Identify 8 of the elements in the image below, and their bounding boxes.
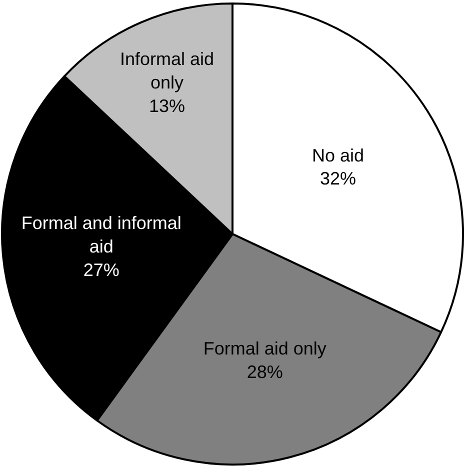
data-label: 27% [83,260,120,280]
slice-label: Formal and informal aid [21,212,182,256]
data-label: 13% [148,96,185,116]
slice-label: Informal aid only [120,49,214,93]
data-label: 28% [246,362,283,382]
slice-label: Formal aid only [203,338,326,358]
slice-label: No aid [312,145,364,166]
data-label: 32% [320,168,356,189]
